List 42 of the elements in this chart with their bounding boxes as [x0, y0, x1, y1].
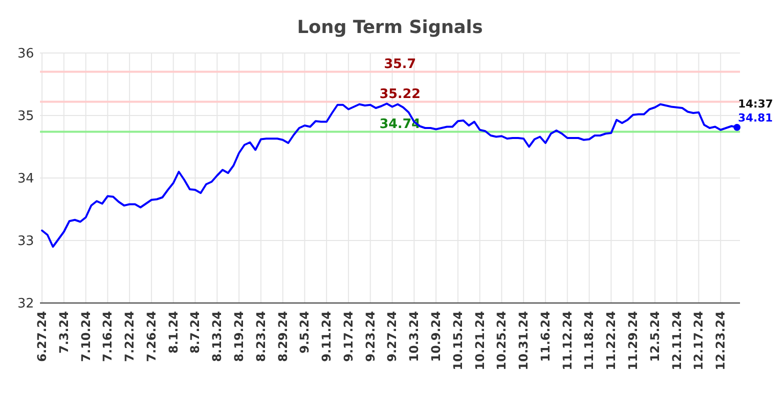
annotation: 14:37 — [738, 97, 774, 110]
chart-title: Long Term Signals — [297, 17, 483, 38]
x-tick-label: 11.29.24 — [626, 311, 640, 370]
x-tick-label: 9.5.24 — [298, 311, 312, 354]
x-tick-label: 7.3.24 — [56, 311, 71, 354]
x-tick-label: 11.12.24 — [560, 311, 574, 370]
x-tick-label: 11.18.24 — [582, 311, 596, 370]
x-tick-label: 12.17.24 — [692, 311, 706, 370]
x-tick-label: 12.23.24 — [714, 311, 728, 370]
x-tick-label: 8.19.24 — [232, 311, 246, 362]
x-tick-label: 8.29.24 — [276, 311, 290, 362]
y-tick-label: 34 — [17, 172, 34, 187]
x-tick-label: 9.27.24 — [385, 311, 400, 362]
ref-line-label: 35.7 — [384, 56, 416, 72]
y-tick-label: 32 — [17, 296, 34, 312]
y-tick-label: 36 — [17, 46, 34, 62]
x-tick-label: 8.1.24 — [166, 311, 180, 354]
x-tick-label: 7.16.24 — [100, 311, 115, 362]
x-tick-label: 10.31.24 — [516, 311, 531, 370]
x-tick-label: 12.5.24 — [648, 311, 662, 362]
x-tick-label: 11.22.24 — [604, 311, 618, 370]
ref-line-label: 35.22 — [379, 86, 421, 102]
x-tick-label: 9.17.24 — [341, 311, 356, 362]
x-tick-label: 10.9.24 — [429, 311, 444, 362]
x-tick-label: 12.11.24 — [670, 311, 684, 370]
x-tick-label: 9.11.24 — [320, 311, 334, 362]
x-tick-label: 6.27.24 — [35, 311, 49, 362]
x-tick-label: 11.6.24 — [538, 311, 552, 362]
x-tick-label: 8.13.24 — [210, 311, 224, 362]
x-tick-label: 8.7.24 — [188, 311, 202, 354]
x-tick-label: 7.10.24 — [78, 311, 93, 362]
x-tick-label: 7.22.24 — [122, 311, 137, 362]
x-tick-label: 10.25.24 — [494, 311, 509, 370]
x-tick-label: 8.23.24 — [254, 311, 268, 362]
x-tick-label: 9.23.24 — [363, 311, 378, 362]
x-tick-label: 10.21.24 — [472, 311, 487, 370]
x-tick-label: 10.3.24 — [407, 311, 422, 362]
y-tick-label: 35 — [17, 109, 34, 124]
x-tick-label: 10.15.24 — [450, 311, 465, 370]
x-tick-label: 7.26.24 — [144, 311, 158, 362]
data-label: 34.81 — [738, 111, 773, 124]
y-tick-label: 33 — [17, 234, 34, 250]
